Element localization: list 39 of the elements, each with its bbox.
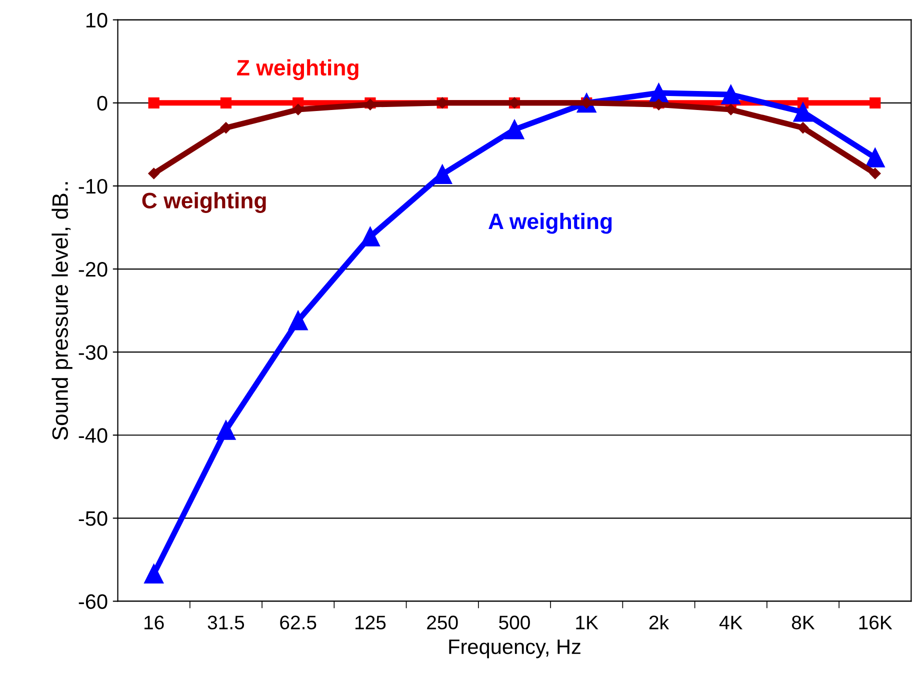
x-tick-label: 2k [649, 615, 670, 630]
point [870, 97, 881, 108]
x-tick-label: 8K [792, 616, 815, 630]
x-axis-title: Frequency, Hz [449, 640, 580, 658]
text: A weighting [488, 212, 612, 234]
y-axis-title: Sound pressure level, dB.. [52, 182, 72, 440]
x-tick-label: 16 [144, 616, 164, 630]
y-tick-label: -60 [78, 594, 108, 609]
point [797, 122, 809, 134]
y-tick-label: -10 [78, 178, 108, 194]
point [288, 310, 308, 330]
point [220, 122, 232, 134]
point [148, 168, 160, 180]
point [721, 84, 741, 104]
x-tick-label: 4K [719, 616, 743, 630]
x-tick-label: 500 [499, 616, 530, 630]
series-label: Z weighting [237, 59, 358, 80]
point [360, 226, 380, 246]
x-tick-label: 1K [576, 616, 598, 630]
y-tick-label: 0 [97, 96, 108, 111]
point [144, 564, 164, 584]
point [793, 102, 813, 122]
point [865, 148, 885, 168]
point [216, 420, 236, 440]
point [870, 168, 881, 180]
y-tick-label: -20 [78, 262, 108, 277]
x-tick-label: 62.5 [280, 616, 316, 630]
x-tick-label: 250 [427, 616, 458, 630]
point [148, 97, 160, 108]
y-tick-label: -40 [78, 428, 108, 443]
x-tick-label: 31.5 [208, 616, 244, 630]
y-tick-label: -30 [78, 345, 108, 360]
y-tick-label: -50 [78, 511, 108, 526]
x-tick-label: 16K [859, 616, 892, 630]
point [220, 97, 232, 108]
x-tick-label: 125 [355, 616, 386, 630]
point [504, 120, 524, 140]
y-tick-label: 10 [86, 12, 108, 28]
series-label: C weighting [142, 192, 266, 213]
